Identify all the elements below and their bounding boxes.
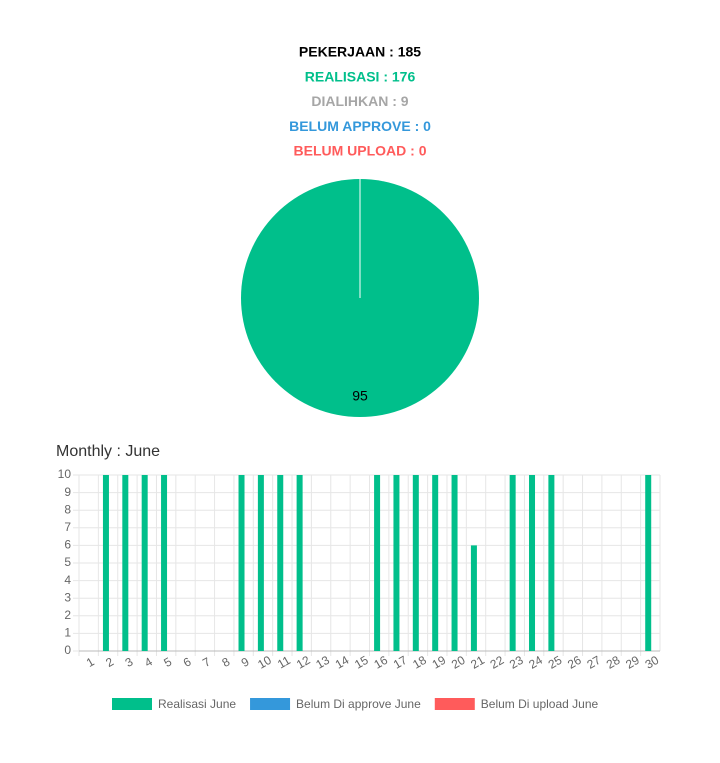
bar bbox=[432, 475, 439, 651]
summary-line: DIALIHKAN : 9 bbox=[311, 93, 408, 109]
summary-line: REALISASI : 176 bbox=[305, 68, 416, 84]
x-tick-label: 15 bbox=[352, 653, 371, 672]
x-tick-label: 16 bbox=[371, 653, 390, 672]
x-tick-label: 1 bbox=[84, 654, 97, 670]
x-tick-label: 29 bbox=[623, 653, 642, 672]
y-tick-label: 0 bbox=[64, 643, 71, 657]
y-tick-label: 9 bbox=[64, 485, 71, 499]
x-tick-label: 3 bbox=[123, 654, 136, 670]
bar bbox=[393, 475, 400, 651]
x-tick-label: 5 bbox=[161, 654, 174, 670]
x-tick-label: 13 bbox=[313, 653, 332, 672]
bar bbox=[161, 475, 168, 651]
legend-label: Realisasi June bbox=[158, 697, 236, 711]
summary-line: PEKERJAAN : 185 bbox=[299, 44, 421, 60]
legend-swatch bbox=[434, 698, 475, 710]
x-tick-label: 2 bbox=[103, 654, 116, 670]
bar bbox=[645, 475, 652, 651]
legend-label: Belum Di approve June bbox=[296, 697, 421, 711]
x-tick-label: 26 bbox=[565, 653, 584, 672]
x-tick-label: 9 bbox=[239, 654, 252, 670]
x-tick-label: 12 bbox=[294, 653, 313, 672]
x-tick-label: 6 bbox=[181, 654, 194, 670]
y-tick-label: 6 bbox=[64, 538, 71, 552]
x-tick-label: 11 bbox=[275, 653, 293, 672]
summary-line: BELUM APPROVE : 0 bbox=[289, 118, 431, 134]
bar bbox=[509, 475, 516, 651]
x-tick-label: 28 bbox=[604, 653, 623, 672]
y-tick-label: 10 bbox=[58, 467, 72, 481]
x-tick-label: 14 bbox=[333, 653, 352, 672]
x-tick-label: 27 bbox=[585, 653, 604, 672]
legend-swatch bbox=[250, 698, 291, 710]
x-tick-label: 25 bbox=[546, 653, 565, 672]
x-tick-label: 21 bbox=[468, 653, 487, 672]
y-tick-label: 7 bbox=[64, 520, 71, 534]
y-tick-label: 5 bbox=[64, 555, 71, 569]
legend-swatch bbox=[112, 698, 152, 710]
summary-line: BELUM UPLOAD : 0 bbox=[294, 143, 427, 159]
x-tick-label: 20 bbox=[449, 653, 468, 672]
x-tick-label: 7 bbox=[200, 654, 213, 670]
x-tick-label: 8 bbox=[219, 654, 232, 670]
slice-label: 95 bbox=[352, 387, 368, 403]
bar bbox=[238, 475, 245, 651]
bar bbox=[470, 545, 477, 651]
bar bbox=[412, 475, 419, 651]
bar bbox=[451, 475, 458, 651]
legend-label: Belum Di upload June bbox=[481, 697, 599, 711]
x-tick-label: 10 bbox=[255, 653, 274, 672]
x-tick-label: 19 bbox=[430, 653, 449, 672]
x-tick-label: 18 bbox=[410, 653, 429, 672]
y-tick-label: 3 bbox=[64, 590, 71, 604]
bar bbox=[102, 475, 109, 651]
chart-title: Monthly : June bbox=[56, 443, 160, 460]
bar bbox=[277, 475, 284, 651]
bar bbox=[141, 475, 148, 651]
bar bbox=[548, 475, 555, 651]
bar bbox=[374, 475, 381, 651]
y-tick-label: 8 bbox=[64, 502, 71, 516]
y-tick-label: 2 bbox=[64, 608, 71, 622]
x-tick-label: 23 bbox=[507, 653, 526, 672]
y-tick-label: 1 bbox=[64, 626, 71, 640]
y-tick-label: 4 bbox=[64, 573, 71, 587]
x-tick-label: 30 bbox=[643, 653, 662, 672]
x-tick-label: 24 bbox=[526, 653, 545, 672]
bar bbox=[296, 475, 303, 651]
x-tick-label: 4 bbox=[142, 654, 155, 670]
bar bbox=[529, 475, 536, 651]
bar bbox=[257, 475, 264, 651]
bar bbox=[122, 475, 129, 651]
x-tick-label: 17 bbox=[391, 653, 410, 672]
x-tick-label: 22 bbox=[488, 653, 507, 672]
